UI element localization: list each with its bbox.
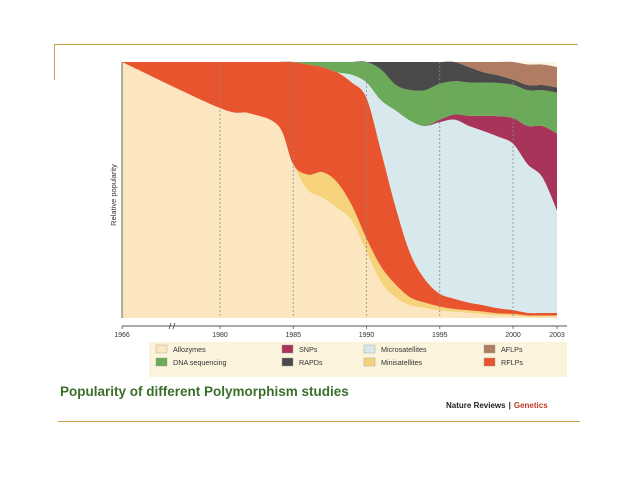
area-microsatellites: [122, 61, 557, 314]
x-tick-label: 2000: [505, 332, 521, 339]
x-tick-label: 1966: [114, 332, 130, 339]
legend-swatch-dna-sequencing: [155, 357, 168, 367]
slide-caption: Popularity of different Polymorphism stu…: [60, 384, 349, 399]
legend-label-dna-sequencing: DNA sequencing: [173, 358, 227, 367]
area-minisatellites: [122, 62, 557, 317]
x-tick-label: 1980: [212, 332, 228, 339]
axis-break-mark: [168, 322, 172, 330]
x-tick-label: 1990: [359, 332, 375, 339]
legend-label-minisatellites: Minisatellites: [381, 358, 423, 367]
area-dna-sequencing: [122, 61, 557, 134]
credit-journal: Genetics: [513, 401, 548, 410]
area-rflps: [122, 61, 557, 316]
top-rule: [54, 44, 578, 45]
journal-credit: Nature Reviews | Genetics: [446, 401, 548, 410]
legend-label-microsatellites: Microsatellites: [381, 345, 427, 354]
legend-label-snps: SNPs: [299, 345, 318, 354]
area-series-group: [122, 61, 557, 318]
x-tick-label: 1995: [432, 332, 448, 339]
legend-label-aflps: AFLPs: [501, 345, 523, 354]
credit-publisher: Nature Reviews: [446, 401, 506, 410]
area-rapds: [122, 61, 557, 93]
bottom-rule: [58, 421, 580, 422]
area-allozymes: [122, 62, 557, 318]
legend-box: [149, 342, 567, 377]
legend-swatch-microsatellites: [363, 344, 376, 354]
axis-break-mark: [172, 322, 176, 330]
legend-label-allozymes: Allozymes: [173, 345, 206, 354]
x-tick-label: 1985: [285, 332, 301, 339]
legend-swatch-allozymes: [155, 344, 168, 354]
y-axis-label: Relative popularity: [109, 164, 118, 226]
legend-swatch-minisatellites: [363, 357, 376, 367]
area-aflps: [122, 61, 557, 88]
credit-separator: |: [508, 401, 511, 410]
legend-swatch-rflps: [483, 357, 496, 367]
legend-swatch-rapds: [281, 357, 294, 367]
legend-swatch-aflps: [483, 344, 496, 354]
x-tick-label: 2003: [549, 332, 565, 339]
legend-swatch-snps: [281, 344, 294, 354]
legend-label-rflps: RFLPs: [501, 358, 523, 367]
legend-label-rapds: RAPDs: [299, 358, 323, 367]
left-rule: [54, 44, 55, 80]
